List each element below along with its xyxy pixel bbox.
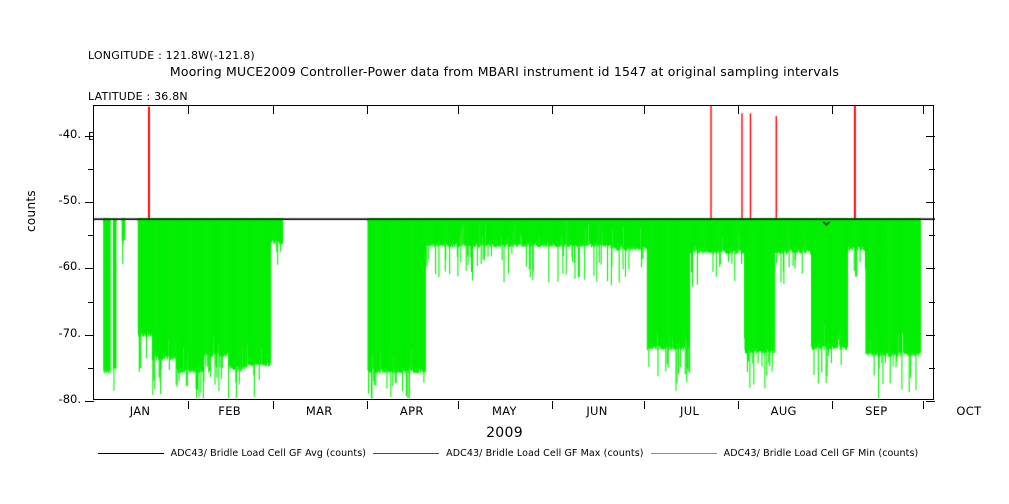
y-axis-label: -70.: [58, 325, 81, 340]
x-axis-tick-top: [367, 106, 369, 114]
x-axis-tick-top: [273, 106, 275, 114]
longitude-text: LONGITUDE : 121.8W(-121.8): [88, 49, 255, 62]
y-axis-label: -80.: [58, 392, 81, 406]
chart-legend: ADC43/ Bridle Load Cell GF Avg (counts) A…: [0, 448, 1009, 459]
chart-title: Mooring MUCE2009 Controller-Power data f…: [169, 64, 840, 79]
x-axis-tick-top: [643, 106, 645, 114]
x-axis-tick: [552, 401, 554, 409]
x-axis-tick: [273, 401, 275, 409]
x-axis-tick-top: [737, 106, 739, 114]
legend-swatch-min-icon: [650, 453, 717, 454]
y-axis-tick: [85, 135, 94, 137]
x-axis-tick: [458, 401, 460, 409]
x-axis-title: 2009: [486, 425, 523, 441]
x-axis-label: JUN: [586, 404, 608, 418]
x-axis-tick-top: [552, 106, 554, 114]
y-axis-tick: [85, 334, 94, 336]
x-axis-tick: [367, 401, 369, 409]
x-axis-tick-top: [188, 106, 190, 114]
plot-area: [85, 105, 935, 409]
x-axis-label: SEP: [865, 404, 888, 418]
legend-label: ADC43/ Bridle Load Cell GF Avg (counts): [170, 448, 367, 459]
legend-label: ADC43/ Bridle Load Cell GF Max (counts): [446, 448, 644, 459]
y-axis-minor-tick: [88, 168, 94, 170]
y-axis-tick-right: [926, 202, 935, 204]
legend-swatch-avg-icon: [97, 453, 164, 454]
x-axis-tick-top: [831, 106, 833, 114]
y-axis-minor-tick: [88, 301, 94, 303]
y-axis-tick: [85, 202, 94, 204]
legend-swatch-max-icon: [373, 453, 440, 454]
y-axis-minor-tick-right: [929, 301, 935, 303]
y-axis-tick: [85, 401, 94, 402]
legend-entry: ADC43/ Bridle Load Cell GF Min (counts): [644, 448, 919, 459]
x-axis-label: FEB: [218, 404, 241, 418]
x-axis-tick: [831, 401, 833, 409]
y-axis-tick-right: [926, 268, 935, 270]
x-axis-label: AUG: [770, 404, 797, 418]
x-axis-tick: [922, 401, 924, 409]
y-axis-tick: [85, 268, 94, 270]
y-axis-minor-tick-right: [929, 168, 935, 170]
x-axis-label: MAY: [491, 404, 517, 418]
x-axis-tick-top: [922, 106, 924, 114]
latitude-text: LATITUDE : 36.8N: [88, 89, 188, 103]
y-axis-tick-right: [926, 135, 935, 137]
x-axis-label: OCT: [956, 404, 982, 418]
x-axis-label: JAN: [129, 404, 151, 418]
x-axis-tick: [737, 401, 739, 409]
y-axis-label: -50.: [58, 193, 81, 208]
x-axis-label: JUL: [680, 404, 700, 418]
x-axis-label: MAR: [305, 404, 333, 418]
y-axis-label: -40.: [58, 126, 81, 141]
y-axis-minor-tick-right: [929, 235, 935, 237]
legend-entry: ADC43/ Bridle Load Cell GF Max (counts): [366, 448, 644, 459]
y-axis-minor-tick: [88, 367, 94, 369]
y-axis-tick-right: [926, 401, 935, 402]
legend-label: ADC43/ Bridle Load Cell GF Min (counts): [723, 448, 919, 459]
y-axis-minor-tick: [88, 235, 94, 237]
y-axis-tick-right: [926, 334, 935, 336]
y-axis-minor-tick-right: [929, 367, 935, 369]
y-axis-label: -60.: [58, 259, 81, 274]
x-axis-tick: [643, 401, 645, 409]
x-axis-tick-top: [458, 106, 460, 114]
x-axis-tick: [188, 401, 190, 409]
y-axis-title: counts: [24, 190, 38, 232]
chart-canvas: [94, 106, 935, 401]
x-axis-label: APR: [399, 404, 424, 418]
legend-entry: ADC43/ Bridle Load Cell GF Avg (counts): [91, 448, 366, 459]
